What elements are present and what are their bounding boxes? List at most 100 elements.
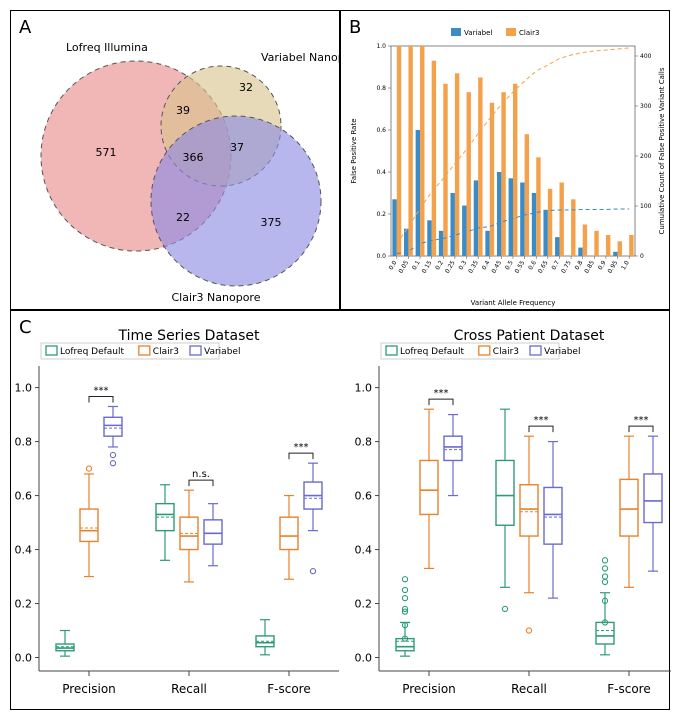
bar-clair3 bbox=[501, 92, 505, 256]
outlier bbox=[402, 596, 407, 601]
venn-label: 375 bbox=[261, 216, 282, 229]
box bbox=[644, 474, 662, 523]
figure: A 57132375393663722Lofreq IlluminaVariab… bbox=[0, 0, 678, 720]
svg-text:1.0: 1.0 bbox=[355, 382, 373, 395]
outlier bbox=[602, 566, 607, 571]
bar-clair3 bbox=[525, 134, 529, 256]
bar-variabel bbox=[427, 220, 431, 256]
svg-text:0.6: 0.6 bbox=[376, 127, 386, 134]
svg-text:0.4: 0.4 bbox=[355, 544, 373, 557]
svg-text:0.2: 0.2 bbox=[15, 598, 33, 611]
bar-variabel bbox=[392, 199, 396, 256]
bar-variabel bbox=[439, 231, 443, 256]
svg-text:Variabel: Variabel bbox=[544, 347, 580, 357]
box bbox=[280, 517, 298, 549]
box bbox=[444, 436, 462, 460]
bar-clair3 bbox=[594, 231, 598, 256]
svg-text:0.0: 0.0 bbox=[15, 652, 33, 665]
metric-label: Recall bbox=[171, 682, 207, 696]
bar-clair3 bbox=[420, 46, 424, 256]
bar-variabel bbox=[416, 130, 420, 256]
subplot-title: Cross Patient Dataset bbox=[454, 328, 605, 344]
svg-text:0.65: 0.65 bbox=[537, 259, 550, 274]
metric-label: Recall bbox=[511, 682, 547, 696]
box bbox=[496, 460, 514, 525]
metric-label: Precision bbox=[62, 682, 116, 696]
venn-label: Variabel Nanopore bbox=[261, 51, 341, 64]
svg-text:0.8: 0.8 bbox=[15, 436, 33, 449]
box bbox=[544, 487, 562, 544]
outlier bbox=[110, 461, 115, 466]
subplot-title: Time Series Dataset bbox=[117, 328, 260, 344]
venn-label: 571 bbox=[96, 146, 117, 159]
sig-label: *** bbox=[534, 415, 549, 426]
svg-text:0.95: 0.95 bbox=[607, 259, 620, 274]
sig-label: *** bbox=[94, 385, 109, 396]
fpr-legend: Variabel Clair3 bbox=[451, 28, 539, 37]
svg-text:Clair3: Clair3 bbox=[153, 347, 179, 357]
sig-label: *** bbox=[634, 415, 649, 426]
venn-label: Lofreq Illumina bbox=[66, 41, 148, 54]
bar-clair3 bbox=[583, 225, 587, 257]
svg-text:1.0: 1.0 bbox=[15, 382, 33, 395]
svg-text:Clair3: Clair3 bbox=[519, 29, 539, 37]
svg-text:0: 0 bbox=[640, 253, 644, 260]
svg-text:0.6: 0.6 bbox=[15, 490, 33, 503]
bar-clair3 bbox=[513, 84, 517, 256]
outlier bbox=[602, 574, 607, 579]
bar-variabel bbox=[543, 210, 547, 256]
metric-label: Precision bbox=[402, 682, 456, 696]
bar-clair3 bbox=[629, 235, 633, 256]
svg-text:1.0: 1.0 bbox=[376, 43, 386, 50]
svg-text:0.2: 0.2 bbox=[376, 211, 386, 218]
bar-clair3 bbox=[571, 199, 575, 256]
bar-clair3 bbox=[397, 46, 401, 256]
outlier bbox=[110, 452, 115, 457]
venn-label: 37 bbox=[230, 141, 244, 154]
svg-text:100: 100 bbox=[640, 203, 652, 210]
svg-text:0.5: 0.5 bbox=[504, 259, 515, 271]
panel-b: B VariabelClair30.00.050.10.150.20.250.3… bbox=[340, 10, 670, 310]
bar-clair3 bbox=[490, 103, 494, 256]
sig-bracket bbox=[289, 453, 313, 459]
sig-bracket bbox=[429, 399, 453, 405]
bar-variabel bbox=[450, 193, 454, 256]
bar-variabel bbox=[532, 193, 536, 256]
svg-text:0.25: 0.25 bbox=[444, 259, 457, 274]
box bbox=[420, 460, 438, 514]
bar-variabel bbox=[462, 206, 466, 256]
bar-clair3 bbox=[432, 61, 436, 256]
venn-label: 32 bbox=[239, 81, 253, 94]
svg-text:1.0: 1.0 bbox=[620, 259, 631, 271]
y-left-label: False Positive Rate bbox=[350, 118, 358, 183]
svg-text:0.8: 0.8 bbox=[355, 436, 373, 449]
svg-text:400: 400 bbox=[640, 53, 652, 60]
svg-text:0.9: 0.9 bbox=[597, 259, 608, 271]
sig-label: *** bbox=[434, 388, 449, 399]
svg-text:0.35: 0.35 bbox=[467, 259, 480, 274]
svg-text:0.0: 0.0 bbox=[388, 259, 399, 271]
svg-text:0.15: 0.15 bbox=[421, 259, 434, 274]
bar-variabel bbox=[613, 252, 617, 256]
panel-a-tag: A bbox=[19, 17, 31, 38]
box bbox=[104, 417, 122, 436]
bar-clair3 bbox=[443, 84, 447, 256]
outlier bbox=[402, 577, 407, 582]
svg-text:0.1: 0.1 bbox=[411, 259, 422, 271]
panel-c: C Time Series Dataset0.00.20.40.60.81.0L… bbox=[10, 310, 670, 710]
svg-text:0.55: 0.55 bbox=[514, 259, 527, 274]
svg-text:0.4: 0.4 bbox=[15, 544, 33, 557]
svg-text:Variabel: Variabel bbox=[464, 29, 492, 37]
svg-text:0.4: 0.4 bbox=[376, 169, 386, 176]
box bbox=[620, 479, 638, 536]
bar-variabel bbox=[509, 178, 513, 256]
svg-text:0.2: 0.2 bbox=[434, 259, 445, 271]
bar-clair3 bbox=[408, 46, 412, 256]
box bbox=[396, 639, 414, 651]
box bbox=[204, 520, 222, 544]
y-right-label: Cumulative Count of False Positive Varia… bbox=[658, 67, 666, 234]
venn-label: 22 bbox=[176, 211, 190, 224]
svg-text:0.8: 0.8 bbox=[574, 259, 585, 271]
bar-variabel bbox=[474, 180, 478, 256]
outlier bbox=[402, 587, 407, 592]
